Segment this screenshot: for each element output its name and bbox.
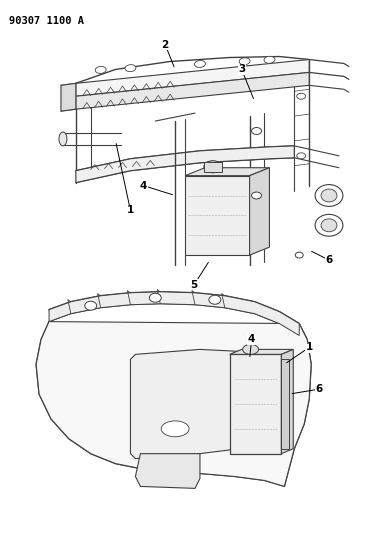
Ellipse shape [149,293,161,302]
Ellipse shape [297,153,306,159]
Text: 1: 1 [306,342,313,352]
Ellipse shape [315,184,343,206]
Polygon shape [281,359,289,449]
Polygon shape [76,72,309,109]
Ellipse shape [295,252,303,258]
Polygon shape [281,350,293,454]
Ellipse shape [252,127,261,134]
Polygon shape [230,350,293,354]
Text: 6: 6 [325,255,333,265]
Polygon shape [204,161,222,172]
Ellipse shape [315,214,343,236]
Text: 3: 3 [238,64,245,75]
Ellipse shape [95,67,106,74]
Text: 2: 2 [162,39,169,50]
Polygon shape [36,321,311,487]
Ellipse shape [195,60,205,68]
Ellipse shape [239,58,250,65]
Ellipse shape [59,132,67,146]
Polygon shape [49,292,299,335]
Ellipse shape [161,421,189,437]
Text: 1: 1 [127,205,134,215]
Ellipse shape [321,189,337,202]
Text: 90307 1100 A: 90307 1100 A [9,16,84,26]
Polygon shape [76,60,309,96]
Polygon shape [185,168,269,176]
Polygon shape [76,146,294,183]
Polygon shape [61,83,76,111]
Polygon shape [135,454,200,488]
Ellipse shape [297,93,306,99]
Ellipse shape [252,192,261,199]
Text: 4: 4 [248,335,255,344]
Ellipse shape [204,161,222,173]
Polygon shape [230,354,281,454]
Text: 4: 4 [140,181,147,191]
Text: 5: 5 [190,280,198,290]
Ellipse shape [209,295,221,304]
Ellipse shape [264,56,275,63]
Ellipse shape [85,301,97,310]
Text: 6: 6 [315,384,323,394]
Ellipse shape [321,219,337,232]
Ellipse shape [243,344,259,354]
Polygon shape [250,168,269,255]
Ellipse shape [125,64,136,71]
Polygon shape [130,350,240,458]
Polygon shape [185,176,250,255]
